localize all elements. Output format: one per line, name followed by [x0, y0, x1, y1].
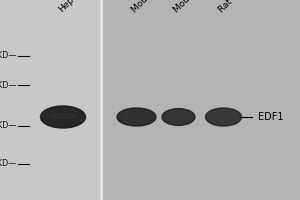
Ellipse shape — [40, 106, 86, 128]
Text: 25KD—: 25KD— — [0, 81, 16, 90]
Text: HepG2: HepG2 — [57, 0, 85, 14]
Text: Mouse brain: Mouse brain — [130, 0, 176, 14]
Ellipse shape — [162, 109, 195, 125]
Bar — [100, 0, 300, 200]
Text: 10KD—: 10KD— — [0, 160, 16, 168]
Ellipse shape — [206, 108, 242, 126]
Text: EDF1: EDF1 — [258, 112, 284, 122]
Ellipse shape — [125, 114, 148, 118]
Ellipse shape — [169, 114, 188, 118]
Text: 15KD—: 15KD— — [0, 121, 16, 130]
Text: Mouse liver: Mouse liver — [172, 0, 215, 14]
Ellipse shape — [50, 113, 76, 118]
Text: Rat brain: Rat brain — [217, 0, 253, 14]
Ellipse shape — [213, 114, 234, 118]
Ellipse shape — [117, 108, 156, 126]
Bar — [0, 0, 100, 200]
Text: 35KD—: 35KD— — [0, 51, 16, 60]
